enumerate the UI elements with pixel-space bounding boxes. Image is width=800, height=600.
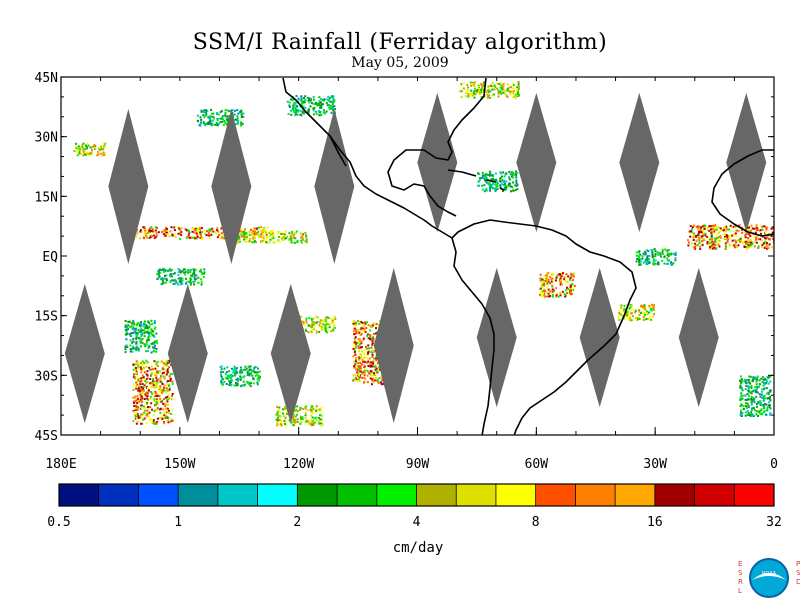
lon-label: 60W: [525, 457, 549, 472]
lat-label: 15S: [35, 310, 58, 325]
no-data-swath-gap-13: [678, 267, 719, 408]
colorbar-swatch-14: [615, 484, 656, 506]
map-title: SSM/I Rainfall (Ferriday algorithm): [192, 30, 608, 55]
no-data-swath-gap-9: [270, 283, 311, 424]
colorbar-swatch-12: [535, 484, 576, 506]
swath-gap-layer: [64, 92, 767, 424]
no-data-swath-gap-5: [619, 92, 660, 233]
rain-region-18: [635, 248, 677, 266]
no-data-swath-gap-6: [726, 92, 767, 233]
rain-region-17: [738, 375, 772, 417]
no-data-swath-gap-8: [167, 283, 208, 424]
lat-label: EQ: [42, 250, 58, 265]
no-data-swath-gap-2: [314, 108, 355, 264]
no-data-swath-gap-1: [211, 108, 252, 264]
colorbar-swatch-1: [98, 484, 139, 506]
colorbar-swatch-16: [694, 484, 735, 506]
colorbar-label: 16: [647, 515, 663, 530]
no-data-swath-gap-4: [516, 92, 557, 233]
rain-region-11: [477, 170, 519, 193]
colorbar-label: 8: [532, 515, 540, 530]
rain-region-7: [686, 224, 774, 250]
lon-label: 0: [770, 457, 778, 472]
colorbar-swatch-2: [138, 484, 179, 506]
colorbar-label: 32: [766, 515, 782, 530]
coastline-north-america: [282, 77, 453, 239]
lat-label: 30N: [35, 131, 58, 146]
coastline-south-america: [451, 219, 637, 435]
noaa-logo-text: NOAA: [762, 571, 777, 577]
colorbar-label: 4: [413, 515, 421, 530]
colorbar-swatch-5: [257, 484, 298, 506]
lat-label: 30S: [35, 369, 58, 384]
colorbar-swatch-9: [416, 484, 457, 506]
coastline-gulf: [387, 77, 487, 217]
rain-region-5: [132, 359, 174, 425]
coastline-baja: [329, 135, 347, 167]
no-data-swath-gap-3: [417, 92, 458, 233]
colorbar-swatch-6: [297, 484, 338, 506]
colorbar-swatch-13: [575, 484, 616, 506]
colorbar-swatch-15: [654, 484, 695, 506]
rain-region-10: [286, 95, 336, 117]
colorbar: 0.5 1 2 4 8 16 32: [47, 483, 782, 530]
coastline-africa: [711, 149, 774, 237]
colorbar-swatch-4: [217, 484, 259, 506]
noaa-logo-circle: [749, 558, 789, 598]
rain-region-2: [156, 268, 206, 286]
colorbar-swatch-0: [59, 484, 100, 506]
no-data-swath-gap-12: [579, 267, 620, 408]
axis-layer: 45N 30N 15N EQ 15S 30S 45S 180E 150W 120W 90W 60W 30…: [35, 71, 778, 472]
noaa-logo-bird: [752, 573, 786, 580]
rain-region-13: [617, 303, 656, 322]
colorbar-label: 1: [174, 515, 182, 530]
coastline-south-america-west: [451, 237, 495, 435]
no-data-swath-gap-11: [476, 267, 517, 408]
lon-label: 90W: [406, 457, 430, 472]
coastline-caribbean: [447, 169, 505, 191]
colorbar-units: cm/day: [392, 540, 444, 556]
map-date: May 05, 2009: [351, 55, 449, 71]
rain-region-14: [124, 319, 158, 354]
coastline-layer: [282, 77, 774, 435]
lon-label: 180E: [45, 457, 76, 472]
rain-region-6: [539, 272, 576, 298]
rain-region-15: [219, 365, 261, 388]
colorbar-label: 2: [293, 515, 301, 530]
lat-label: 45S: [35, 429, 58, 444]
no-data-swath-gap-7: [64, 283, 105, 424]
lat-label: 15N: [35, 190, 58, 205]
colorbar-swatch-3: [178, 484, 219, 506]
rain-region-8: [73, 142, 107, 157]
lon-label: 150W: [164, 457, 195, 472]
lon-label: 120W: [283, 457, 314, 472]
colorbar-swatch-10: [456, 484, 497, 506]
colorbar-swatch-8: [376, 484, 417, 506]
no-data-swath-gap-10: [373, 267, 414, 424]
colorbar-label: 0.5: [47, 515, 70, 530]
lon-label: 30W: [643, 457, 667, 472]
colorbar-swatch-17: [734, 484, 775, 506]
colorbar-swatch-7: [337, 484, 378, 506]
rain-layer: [73, 81, 774, 427]
colorbar-swatch-11: [495, 484, 537, 506]
no-data-swath-gap-0: [108, 108, 149, 264]
lat-label: 45N: [35, 71, 58, 86]
